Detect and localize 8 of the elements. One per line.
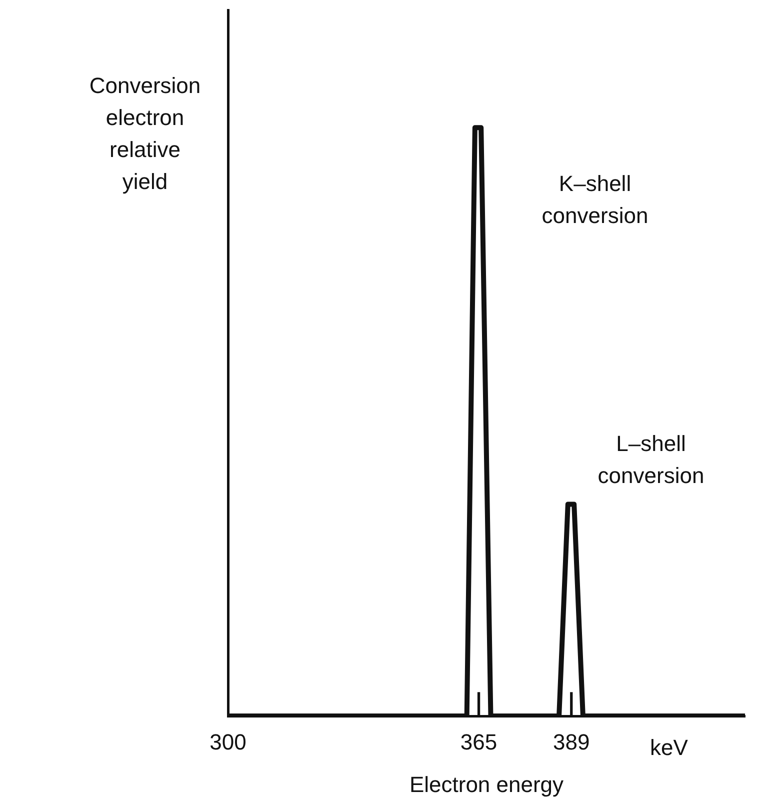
x-tick-label: 300 xyxy=(210,729,246,754)
annotation: K–shell conversion xyxy=(540,170,650,230)
annotation: L–shell conversion xyxy=(596,430,706,490)
x-axis-title: Electron energy xyxy=(409,772,564,797)
x-tick-label: 365 xyxy=(460,729,498,754)
y-axis-title: Conversion electron relative yield xyxy=(88,72,202,196)
x-tick-label: 389 xyxy=(553,729,590,754)
text: keV xyxy=(650,734,688,762)
